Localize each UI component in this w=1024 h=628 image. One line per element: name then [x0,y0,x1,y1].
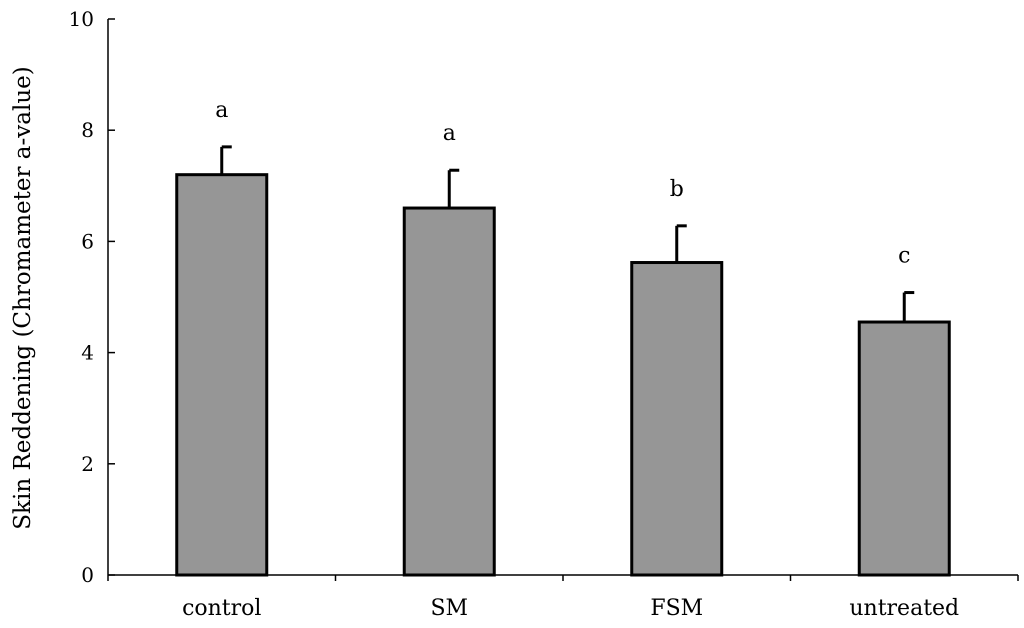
x-tick-label-untreated: untreated [849,596,959,621]
bar-FSM [630,261,724,577]
y-tick-label: 4 [81,341,94,365]
x-tick-label-control: control [182,596,261,621]
x-tick-label-FSM: FSM [650,596,703,621]
y-tick-label: 0 [81,563,94,587]
y-tick-label: 2 [81,452,94,476]
y-tick-label: 10 [69,7,94,31]
y-axis-title: Skin Reddening (Chromameter a-value) [10,66,36,529]
x-tick-label-SM: SM [430,596,468,621]
bars [175,173,951,577]
significance-label-FSM: b [670,177,684,202]
bar-SM [402,206,496,577]
y-tick-label: 8 [81,118,94,142]
significance-label-SM: a [443,121,456,146]
significance-label-untreated: c [898,244,910,269]
error-bars [220,145,915,323]
y-tick-label: 6 [81,229,94,253]
significance-label-control: a [215,98,228,123]
bar-control [175,173,269,577]
labels: a control a SM b FSM c untreated [182,98,959,621]
bar-untreated [857,320,951,577]
